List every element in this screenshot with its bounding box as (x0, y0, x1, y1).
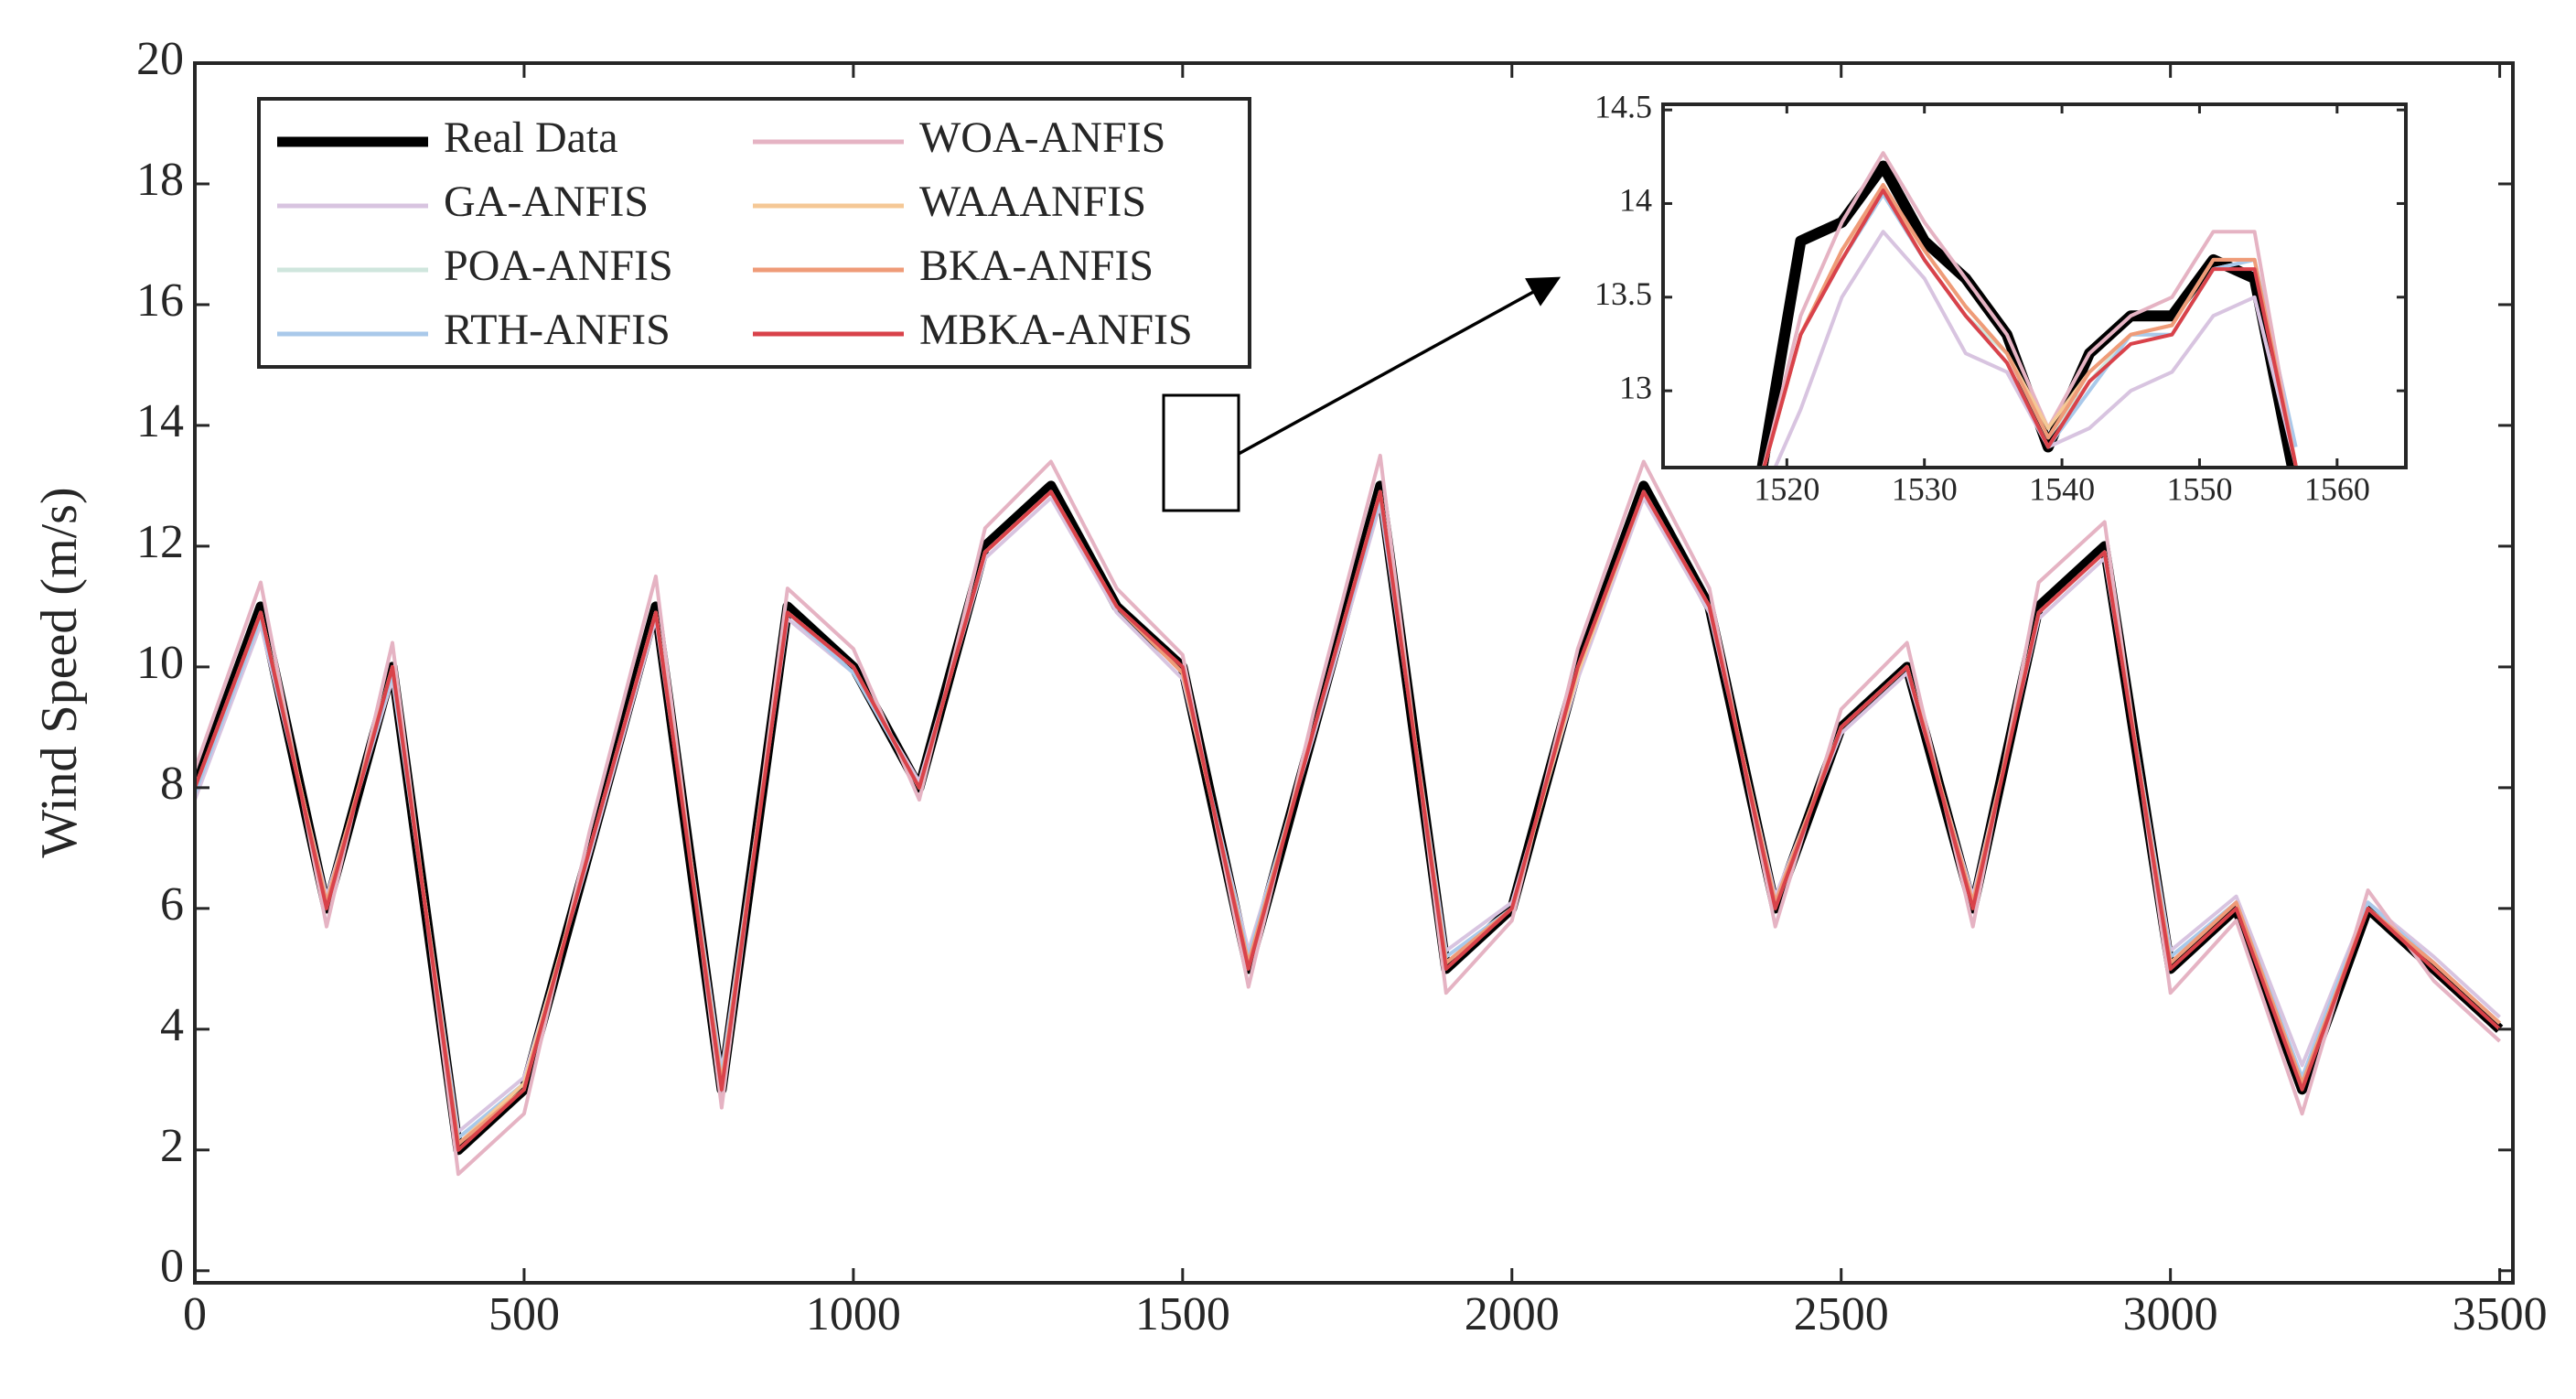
x-tick-label: 0 (183, 1288, 207, 1340)
y-tick-label: 16 (136, 274, 184, 327)
plot-frame (1661, 102, 2408, 469)
plot: 13 13.5 14 14.5 1520 1530 1540 1550 1560 (1594, 88, 2408, 507)
legend: Real Data GA-ANFIS POA-ANFIS RTH-ANFIS WOA-A… (257, 97, 1251, 369)
y-tick-label: 14 (1619, 182, 1652, 219)
legend-label: Real Data (444, 113, 618, 162)
data-layer (195, 453, 2504, 1177)
x-tick-label: 2500 (1794, 1288, 1889, 1340)
y-tick-label: 8 (160, 758, 184, 810)
data-layer (1756, 151, 2299, 468)
x-tick-label: 1000 (806, 1288, 901, 1340)
y-tick-label: 6 (160, 878, 184, 931)
x-tick-label: 1530 (1892, 470, 1958, 507)
y-tick-label: 13 (1619, 369, 1652, 405)
y-tick-label: 12 (136, 516, 184, 568)
legend-label: WAAANFIS (919, 178, 1146, 226)
y-tick-label: 4 (160, 999, 184, 1051)
y-tick-label: 14 (136, 395, 184, 447)
series-line (1773, 230, 2298, 468)
plot: 0 2 4 6 8 10 12 14 16 18 20 0 500 1000 1500 2000 2500 300… (136, 33, 2548, 1340)
x-tick-label: 3000 (2123, 1288, 2218, 1340)
plot-frame (193, 61, 2515, 1285)
y-tick-label: 0 (160, 1241, 184, 1293)
series-line (1761, 151, 2298, 468)
series-line (195, 490, 2501, 1152)
x-tick-label: 3500 (2453, 1288, 2548, 1340)
x-tick-label: 1560 (2304, 470, 2370, 507)
y-tick-label: 2 (160, 1120, 184, 1172)
series-line (1762, 183, 2298, 468)
legend-label: BKA-ANFIS (919, 242, 1154, 290)
y-axis-label: Wind Speed (m/s) (31, 487, 88, 857)
zoom-box (1162, 393, 1240, 512)
x-tick-label: 500 (488, 1288, 560, 1340)
x-tick-label: 1550 (2166, 470, 2232, 507)
legend-label: POA-ANFIS (444, 242, 673, 290)
legend-label: MBKA-ANFIS (919, 306, 1193, 354)
y-tick-label: 20 (136, 33, 184, 85)
legend-label: WOA-ANFIS (919, 113, 1165, 162)
legend-label: RTH-ANFIS (444, 306, 671, 354)
series-line (195, 453, 2501, 1177)
y-tick-label: 18 (136, 154, 184, 206)
x-tick-label: 1540 (2029, 470, 2095, 507)
series-line (1762, 188, 2298, 468)
x-tick-label: 2000 (1465, 1288, 1560, 1340)
y-tick-label: 13.5 (1594, 275, 1652, 312)
zoom-arrow (1238, 276, 1562, 456)
y-tick-label: 10 (136, 637, 184, 689)
x-tick-label: 1520 (1754, 470, 1819, 507)
legend-label: GA-ANFIS (444, 178, 649, 226)
y-tick-label: 14.5 (1594, 88, 1652, 124)
x-tick-label: 1500 (1135, 1288, 1230, 1340)
